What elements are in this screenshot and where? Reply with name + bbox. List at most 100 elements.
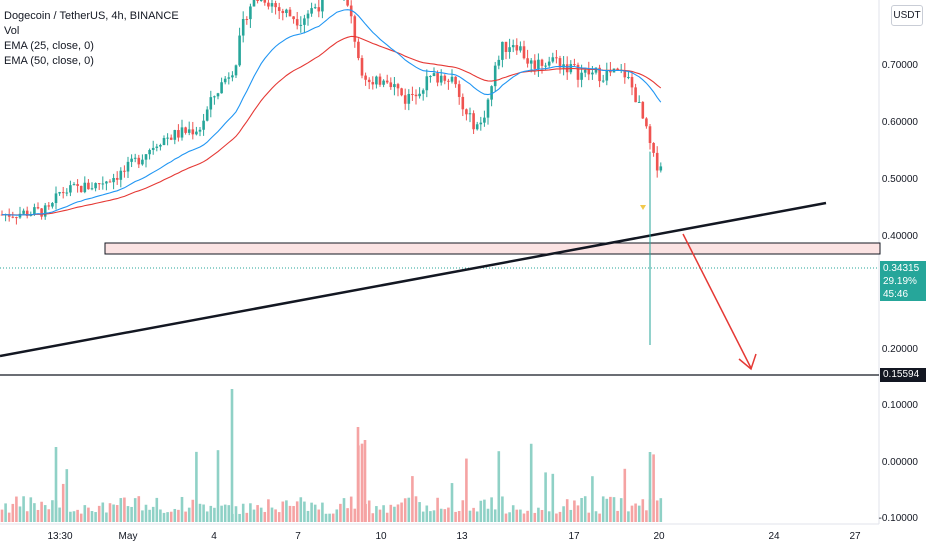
- candle-body: [353, 16, 357, 42]
- candle-body: [227, 77, 231, 79]
- price-axis-label: 0.70000: [881, 60, 918, 71]
- candle-body: [256, 0, 259, 1]
- volume-bar: [220, 505, 223, 522]
- candle-body: [594, 67, 598, 73]
- ema50-indicator-label[interactable]: EMA (50, close, 0): [4, 55, 94, 67]
- volume-bar: [61, 483, 65, 522]
- volume-bar: [191, 499, 195, 522]
- volume-bar: [637, 505, 641, 522]
- volume-bar: [249, 503, 252, 522]
- candle-body: [555, 57, 558, 59]
- candle-body: [551, 57, 555, 62]
- volume-bar: [299, 497, 303, 522]
- volume-bar: [230, 389, 234, 522]
- candle-body: [130, 158, 133, 162]
- volume-bar: [83, 505, 87, 522]
- volume-bar: [450, 483, 454, 522]
- volume-bar: [15, 496, 18, 522]
- date-axis-label: 27: [849, 531, 861, 542]
- candle-body: [144, 154, 148, 160]
- volume-bar: [511, 505, 515, 522]
- volume-bar: [54, 447, 58, 522]
- volume-bar: [659, 498, 663, 522]
- volume-bar: [594, 511, 598, 522]
- volume-bar: [25, 511, 29, 522]
- candle-body: [468, 113, 472, 115]
- volume-bar: [346, 508, 349, 522]
- candle-body: [648, 126, 652, 143]
- volume-bar: [403, 498, 407, 522]
- support-zone[interactable]: [104, 242, 881, 255]
- volume-bar: [306, 510, 310, 522]
- volume-bar: [475, 511, 479, 522]
- candle-body: [72, 184, 76, 186]
- volume-bar: [238, 513, 241, 522]
- volume-bar: [371, 513, 375, 522]
- candle-body: [112, 177, 115, 183]
- volume-bar: [285, 500, 288, 522]
- volume-bar: [130, 506, 133, 522]
- candle-body: [184, 127, 187, 133]
- volume-bar: [87, 507, 90, 522]
- ema25-indicator-label[interactable]: EMA (25, close, 0): [4, 40, 94, 52]
- candle-body: [382, 80, 385, 85]
- candle-body: [65, 192, 69, 194]
- candle-body: [40, 208, 43, 217]
- candle-body: [349, 5, 353, 17]
- projection-arrow[interactable]: [682, 233, 752, 369]
- volume-bar: [119, 498, 123, 522]
- candle-body: [252, 0, 256, 7]
- volume-bar: [209, 505, 213, 522]
- trendline[interactable]: [0, 201, 827, 358]
- volume-bar: [47, 509, 51, 522]
- volume-bar: [547, 511, 551, 522]
- candle-body: [198, 129, 202, 132]
- volume-bar: [155, 497, 159, 522]
- candle-body: [61, 192, 65, 194]
- date-axis-label: 24: [768, 531, 780, 542]
- volume-bar: [652, 454, 655, 522]
- volume-bar: [421, 511, 425, 522]
- symbol-title[interactable]: Dogecoin / TetherUS, 4h, BINANCE: [4, 10, 179, 22]
- candle-body: [25, 210, 29, 216]
- candle-body: [447, 80, 450, 82]
- candle-body: [378, 76, 382, 85]
- volume-bar: [583, 496, 587, 522]
- volume-bar: [504, 513, 508, 522]
- volume-bar: [0, 509, 4, 522]
- volume-bar: [619, 498, 623, 522]
- candle-body: [105, 181, 108, 184]
- volume-bar: [508, 512, 511, 522]
- volume-bar: [40, 501, 43, 522]
- volume-bar: [389, 504, 393, 522]
- candle-body: [630, 77, 634, 88]
- vol-indicator-label[interactable]: Vol: [4, 25, 20, 37]
- volume-bar: [51, 500, 54, 522]
- candle-body: [303, 18, 306, 25]
- volume-bar: [363, 440, 367, 522]
- volume-bar: [281, 501, 285, 522]
- candle-body: [7, 214, 11, 217]
- volume-bar: [187, 507, 191, 522]
- candle-body: [133, 157, 137, 159]
- candle-body: [497, 59, 501, 66]
- volume-bar: [159, 509, 162, 522]
- candle-body: [533, 60, 537, 69]
- candle-body: [166, 137, 169, 139]
- candle-body: [11, 216, 15, 218]
- target-price-tag: 0.15594: [880, 368, 926, 382]
- volume-bar: [609, 496, 612, 522]
- currency-button[interactable]: USDT: [891, 5, 923, 26]
- candle-body: [616, 68, 619, 71]
- volume-bar: [11, 503, 15, 522]
- volume-bar: [587, 512, 591, 522]
- candle-body: [245, 19, 249, 21]
- candle-body: [573, 64, 576, 66]
- volume-bar: [479, 500, 483, 522]
- candle-body: [609, 70, 612, 73]
- projection-arrowhead: [738, 353, 757, 371]
- candle-body: [537, 59, 540, 69]
- volume-bar: [317, 509, 321, 522]
